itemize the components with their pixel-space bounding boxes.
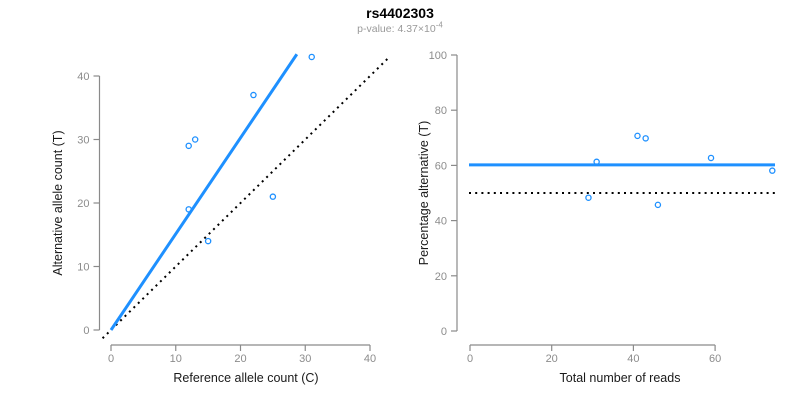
x-tick-label: 10: [170, 353, 182, 365]
data-point: [308, 53, 315, 61]
y-tick-label: 20: [77, 198, 89, 210]
y-tick-label: 100: [429, 50, 447, 62]
x-tick-label: 40: [364, 353, 376, 365]
plot-title: rs4402303: [366, 5, 434, 21]
x-tick-label: 0: [467, 353, 473, 365]
x-tick-label: 60: [709, 353, 721, 365]
fit-line: [109, 53, 299, 331]
right-panel-pct-vs-reads-scatter: 0 20 40 60 80 100 0 20 40 60 Total number of reads…: [417, 50, 776, 385]
y-axis-title: Alternative allele count (T): [51, 130, 65, 275]
x-tick-label: 20: [546, 353, 558, 365]
y-tick-label: 20: [435, 271, 447, 283]
data-point: [654, 201, 662, 209]
data-point: [634, 132, 641, 140]
x-axis-title: Reference allele count (C): [173, 371, 318, 385]
x-axis-title: Total number of reads: [560, 371, 681, 385]
y-tick-label: 30: [77, 135, 89, 147]
pvalue-text: p-value: 4.37×10: [357, 23, 436, 35]
y-tick-label: 0: [83, 325, 89, 337]
data-point: [769, 167, 776, 174]
data-point: [185, 142, 192, 150]
y-tick-label: 40: [77, 71, 89, 83]
x-tick-label: 20: [234, 353, 246, 365]
y-tick-label: 40: [435, 216, 447, 228]
data-point: [269, 193, 277, 200]
y-tick-label: 0: [441, 326, 447, 338]
data-point: [250, 91, 257, 99]
data-point: [642, 135, 649, 142]
y-tick-label: 60: [435, 160, 447, 172]
data-point: [204, 237, 212, 245]
y-axis-title: Percentage alternative (T): [417, 121, 431, 266]
data-point: [593, 158, 600, 166]
data-point: [707, 154, 715, 162]
identity-reference-line: [101, 56, 391, 339]
plot-subtitle: p-value: 4.37×10-4: [0, 20, 800, 35]
left-panel-alt-vs-ref-scatter: 0 10 20 30 40 0 10 20 30 40 Reference allele count…: [51, 53, 391, 385]
y-tick-label: 80: [435, 105, 447, 117]
x-tick-label: 0: [108, 353, 114, 365]
data-point: [585, 194, 592, 201]
x-tick-label: 40: [627, 353, 639, 365]
y-tick-label: 10: [77, 262, 89, 274]
x-tick-label: 30: [299, 353, 311, 365]
data-point: [185, 206, 192, 213]
data-point: [191, 136, 199, 143]
pvalue-exponent: -4: [435, 20, 443, 30]
